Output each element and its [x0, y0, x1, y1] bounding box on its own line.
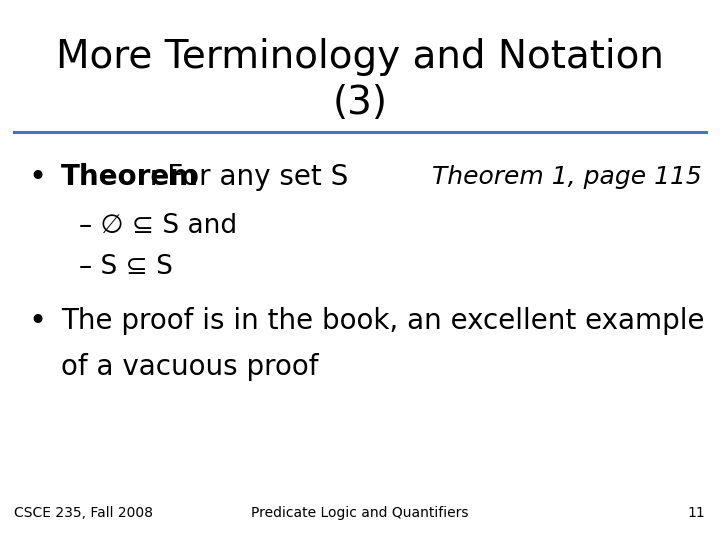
Text: Theorem: Theorem — [61, 163, 199, 191]
Text: of a vacuous proof: of a vacuous proof — [61, 353, 319, 381]
Text: (3): (3) — [333, 84, 387, 122]
Text: CSCE 235, Fall 2008: CSCE 235, Fall 2008 — [14, 506, 153, 520]
Text: Predicate Logic and Quantifiers: Predicate Logic and Quantifiers — [251, 506, 469, 520]
Text: The proof is in the book, an excellent example: The proof is in the book, an excellent e… — [61, 307, 705, 335]
Text: – ∅ ⊆ S and: – ∅ ⊆ S and — [79, 213, 238, 239]
Text: 11: 11 — [688, 506, 706, 520]
Text: •: • — [29, 307, 47, 336]
Text: •: • — [29, 163, 47, 192]
Text: More Terminology and Notation: More Terminology and Notation — [56, 38, 664, 76]
Text: : For any set S: : For any set S — [149, 163, 348, 191]
Text: – S ⊆ S: – S ⊆ S — [79, 254, 173, 280]
Text: Theorem 1, page 115: Theorem 1, page 115 — [432, 165, 702, 189]
